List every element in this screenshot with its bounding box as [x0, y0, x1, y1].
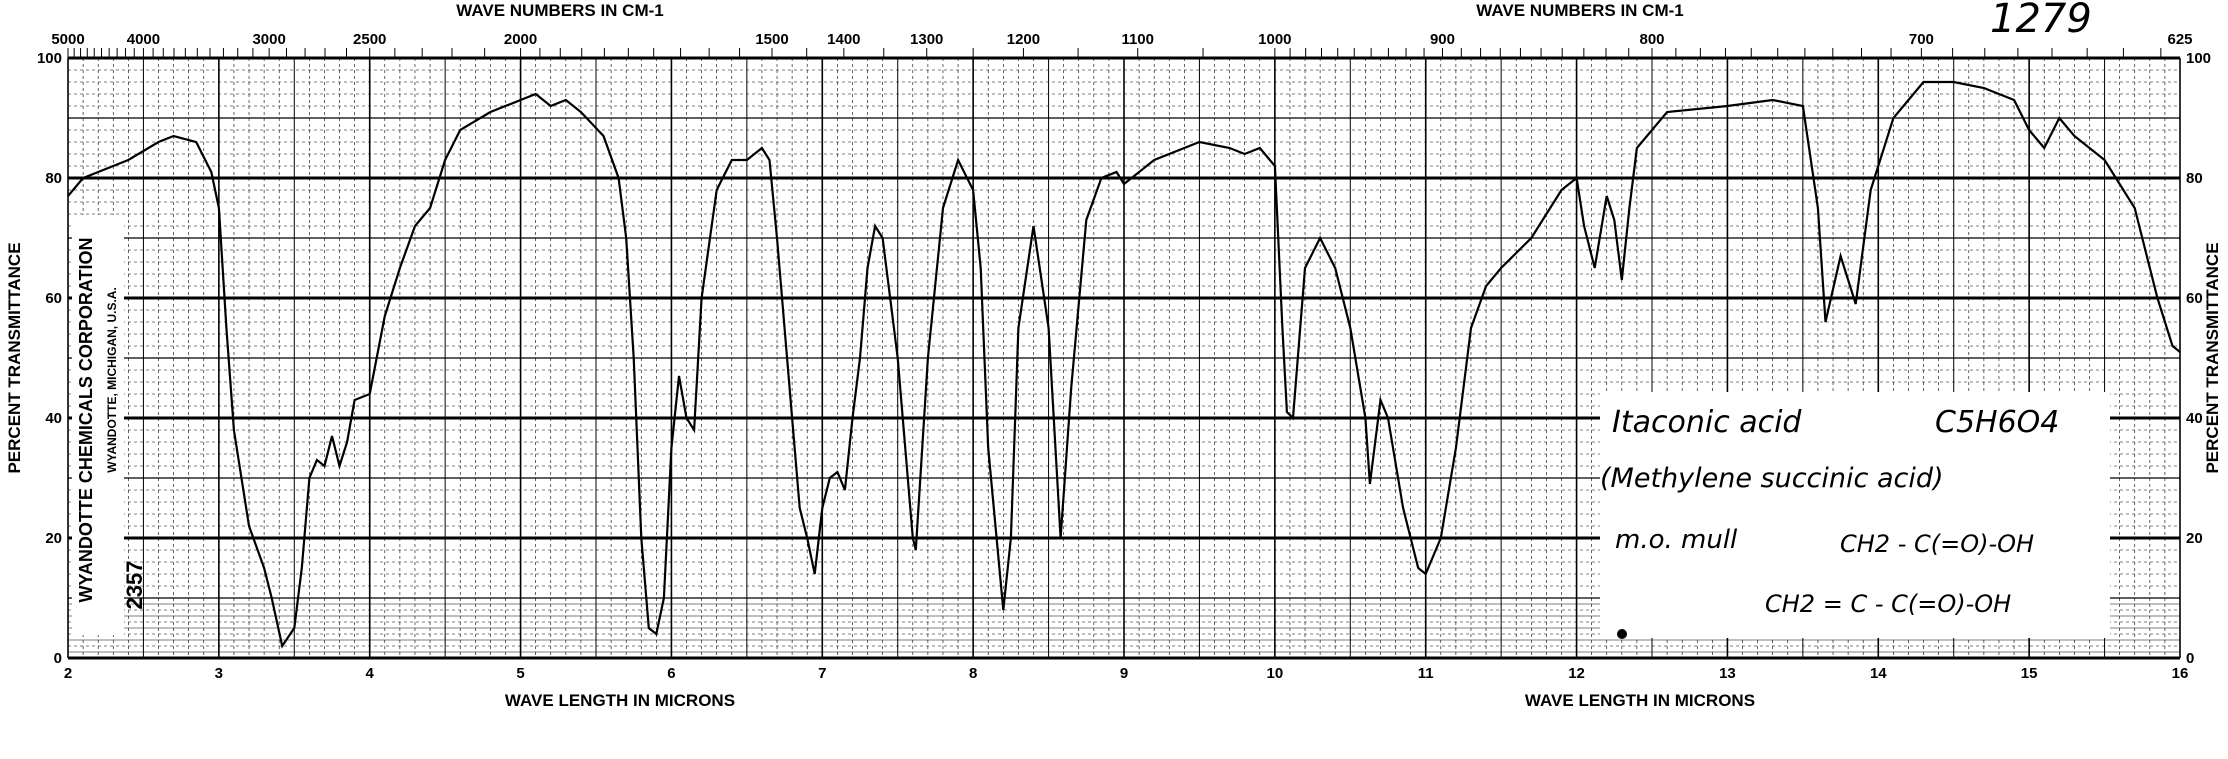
x-tick-label: 11 — [1418, 665, 1434, 682]
y-axis-label-right: PERCENT TRANSMITTANCE — [2203, 242, 2222, 473]
bottom-axis-title-right: WAVE LENGTH IN MICRONS — [1525, 691, 1755, 710]
bottom-axis-title-left: WAVE LENGTH IN MICRONS — [505, 691, 735, 710]
y-axis-label-left: PERCENT TRANSMITTANCE — [5, 242, 24, 473]
y-tick-label-left: 20 — [45, 530, 62, 547]
wavenumber-tick-label: 1300 — [910, 31, 943, 48]
wavenumber-tick-label: 5000 — [51, 31, 84, 48]
wavenumber-tick-label: 625 — [2167, 31, 2192, 48]
top-axis-title-left: WAVE NUMBERS IN CM-1 — [456, 1, 663, 20]
y-tick-label-right: 0 — [2186, 650, 2194, 667]
sample-preparation: m.o. mull — [1615, 525, 1738, 555]
compound-synonym: (Methylene succinic acid) — [1600, 463, 1944, 494]
x-tick-label: 16 — [2172, 665, 2189, 682]
y-tick-label-right: 40 — [2186, 410, 2203, 427]
y-tick-label-right: 60 — [2186, 290, 2203, 307]
spectrum-number: 1279 — [1990, 0, 2092, 42]
x-tick-label: 4 — [366, 665, 375, 682]
ink-dot — [1617, 629, 1627, 639]
company-label: WYANDOTTE CHEMICALS CORPORATION WYANDOTT… — [72, 215, 147, 635]
x-tick-label: 8 — [969, 665, 977, 682]
y-tick-label-left: 60 — [45, 290, 62, 307]
wavenumber-tick-label: 2500 — [353, 31, 386, 48]
y-tick-label-left: 80 — [45, 170, 62, 187]
wavenumber-tick-label: 4000 — [127, 31, 160, 48]
structure-line-1: CH2 - C(=O)-OH — [1840, 530, 2034, 558]
x-tick-label: 7 — [818, 665, 826, 682]
spectrum-line — [67, 80, 2181, 649]
x-tick-label: 6 — [667, 665, 675, 682]
x-tick-label: 2 — [64, 665, 72, 682]
top-axis-title-right: WAVE NUMBERS IN CM-1 — [1476, 1, 1683, 20]
x-tick-label: 10 — [1267, 665, 1284, 682]
y-tick-label-left: 40 — [45, 410, 62, 427]
x-tick-label: 15 — [2021, 665, 2038, 682]
x-tick-label: 13 — [1719, 665, 1736, 682]
compound-name: Itaconic acid — [1612, 405, 1802, 440]
wavenumber-tick-label: 3000 — [252, 31, 285, 48]
x-tick-label: 12 — [1568, 665, 1585, 682]
wavenumber-tick-label: 1400 — [827, 31, 860, 48]
company-name: WYANDOTTE CHEMICALS CORPORATION — [76, 237, 96, 602]
wavenumber-tick-label: 1500 — [755, 31, 788, 48]
x-tick-label: 9 — [1120, 665, 1128, 682]
y-tick-label-right: 80 — [2186, 170, 2203, 187]
y-tick-label-right: 100 — [2186, 50, 2211, 67]
wavenumber-tick-label: 900 — [1430, 31, 1455, 48]
y-tick-label-left: 100 — [37, 50, 62, 67]
molecular-formula: C5H6O4 — [1935, 405, 2059, 440]
wavenumber-tick-label: 1000 — [1258, 31, 1291, 48]
structure-line-2: CH2 = C - C(=O)-OH — [1765, 590, 2011, 618]
wavenumber-tick-label: 700 — [1909, 31, 1934, 48]
wavenumber-tick-label: 2000 — [504, 31, 537, 48]
x-tick-label: 5 — [516, 665, 524, 682]
wavenumber-tick-label: 1200 — [1007, 31, 1040, 48]
y-tick-label-right: 20 — [2186, 530, 2203, 547]
annotation-box: Itaconic acid C5H6O4 (Methylene succinic… — [1600, 392, 2110, 639]
company-location: WYANDOTTE, MICHIGAN, U.S.A. — [105, 287, 119, 473]
x-tick-label: 3 — [215, 665, 223, 682]
x-tick-label: 14 — [1870, 665, 1887, 682]
wavenumber-tick-label: 800 — [1639, 31, 1664, 48]
wavenumber-tick-label: 1100 — [1121, 31, 1154, 48]
y-tick-label-left: 0 — [54, 650, 62, 667]
catalog-code: 2357 — [122, 561, 147, 610]
